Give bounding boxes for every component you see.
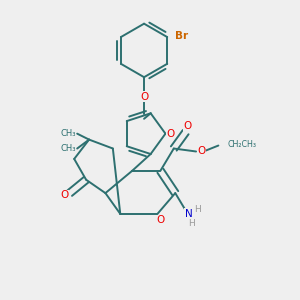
Text: CH₃: CH₃ xyxy=(61,129,76,138)
Text: H: H xyxy=(194,205,201,214)
Text: CH₂CH₃: CH₂CH₃ xyxy=(227,140,256,148)
Text: O: O xyxy=(157,215,165,225)
Text: H: H xyxy=(188,219,195,228)
Text: O: O xyxy=(140,92,148,101)
Text: O: O xyxy=(183,121,191,131)
Text: Br: Br xyxy=(175,31,188,41)
Text: O: O xyxy=(197,146,206,157)
Text: O: O xyxy=(60,190,68,200)
Text: O: O xyxy=(167,129,175,139)
Text: N: N xyxy=(185,209,193,219)
Text: CH₃: CH₃ xyxy=(61,144,76,153)
